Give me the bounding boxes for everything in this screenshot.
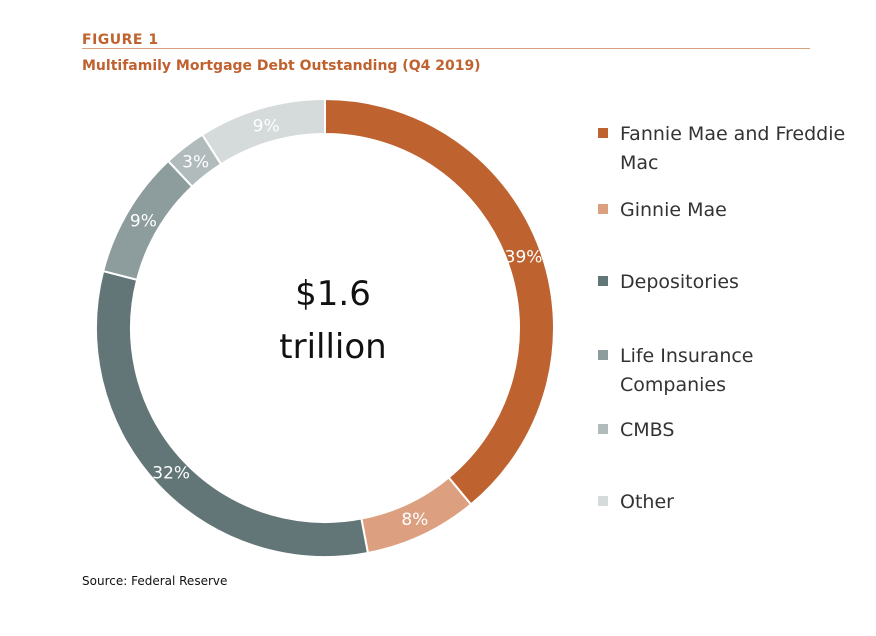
legend-swatch — [598, 128, 608, 138]
donut-slice-labels: 39% 8% 32% 9% 3% 9% — [130, 116, 543, 530]
slice-label-2: 32% — [152, 463, 190, 483]
legend-item-4: CMBS — [598, 416, 850, 445]
figure-label: FIGURE 1 — [82, 32, 159, 48]
legend-item-2: Depositories — [598, 268, 850, 297]
source-note: Source: Federal Reserve — [82, 574, 228, 588]
slice-label-1: 8% — [401, 510, 428, 530]
chart-title: Multifamily Mortgage Debt Outstanding (Q… — [82, 58, 481, 74]
slice-label-5: 9% — [253, 116, 280, 136]
slice-label-0: 39% — [505, 248, 543, 268]
center-value: $1.6 — [295, 274, 371, 314]
legend-label: CMBS — [620, 419, 675, 441]
legend-swatch — [598, 424, 608, 434]
legend-item-3: Life Insurance Companies — [598, 342, 850, 400]
legend-item-5: Other — [598, 488, 850, 517]
legend-label: Life Insurance Companies — [620, 345, 754, 396]
legend-label: Ginnie Mae — [620, 199, 727, 221]
slice-label-4: 3% — [182, 152, 209, 172]
header-divider — [82, 48, 810, 49]
legend-swatch — [598, 204, 608, 214]
donut-slices — [95, 97, 555, 558]
legend-label: Fannie Mae and Freddie Mac — [620, 123, 846, 174]
legend-item-0: Fannie Mae and Freddie Mac — [598, 120, 850, 178]
donut-slice-5 — [200, 97, 326, 166]
legend-swatch — [598, 350, 608, 360]
legend-swatch — [598, 496, 608, 506]
legend-item-1: Ginnie Mae — [598, 196, 850, 225]
center-unit: trillion — [279, 327, 386, 367]
legend-swatch — [598, 276, 608, 286]
legend-label: Other — [620, 491, 674, 513]
legend-label: Depositories — [620, 271, 739, 293]
slice-label-3: 9% — [130, 212, 157, 232]
